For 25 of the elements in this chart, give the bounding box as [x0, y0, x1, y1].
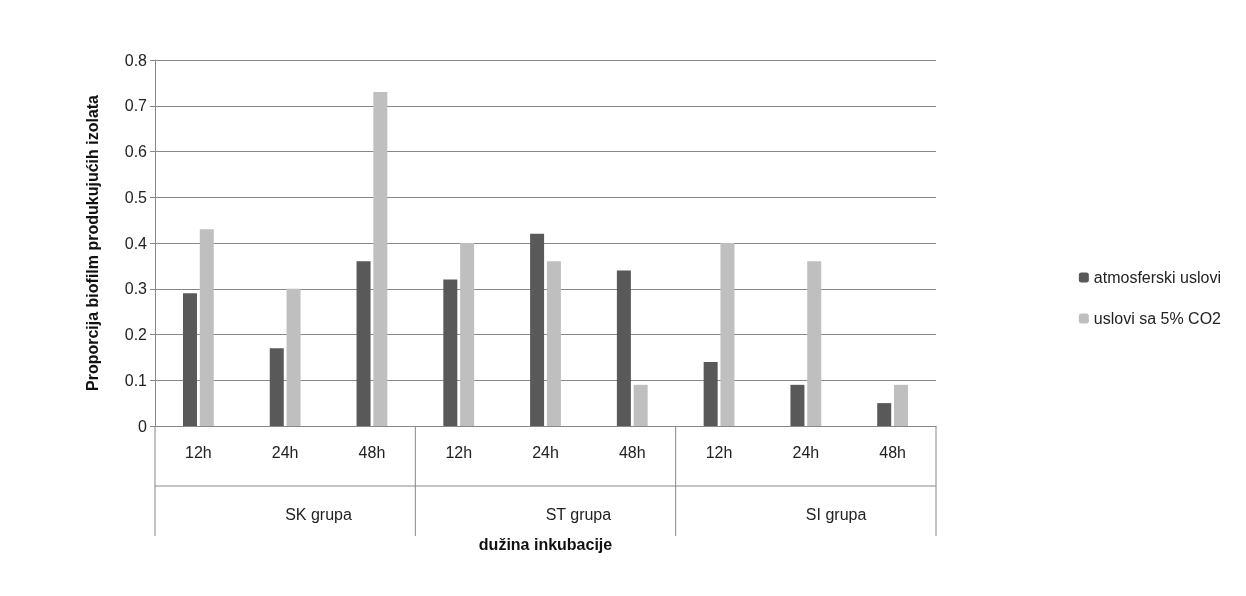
- y-tick-label: 0.3: [124, 280, 148, 298]
- y-tick-label: 0: [138, 417, 148, 435]
- x-tick-label: 48h: [618, 443, 646, 461]
- y-tick-label: 0.7: [124, 97, 148, 115]
- x-axis-title: dužina inkubacije: [478, 535, 613, 553]
- y-axis-title: Proporcija biofilm produkujućih izolata: [83, 94, 101, 392]
- y-tick-label: 0.5: [124, 188, 148, 206]
- text: ST grupa: [545, 505, 612, 523]
- x-tick-label: 24h: [532, 443, 559, 461]
- y-tick-label: 0.4: [124, 234, 148, 252]
- x-tick-label: 48h: [879, 443, 906, 461]
- x-tick-label: 24h: [271, 443, 299, 461]
- y-tick-label: 0.6: [124, 143, 148, 160]
- text: SK grupa: [285, 505, 352, 523]
- x-tick-label: 12h: [445, 443, 473, 461]
- legend-label: atmosferski uslovi: [1093, 269, 1221, 286]
- x-tick-label: 12h: [705, 443, 733, 461]
- x-tick-label: 48h: [358, 443, 386, 461]
- legend-label: uslovi sa 5% CO2: [1093, 310, 1222, 327]
- y-tick-label: 0.1: [124, 371, 148, 389]
- x-tick-label: 24h: [792, 443, 820, 461]
- x-tick-label: 12h: [185, 443, 212, 461]
- y-tick-label: 0.2: [124, 326, 148, 343]
- y-tick-label: 0.8: [124, 51, 148, 69]
- text: SI grupa: [805, 505, 867, 523]
